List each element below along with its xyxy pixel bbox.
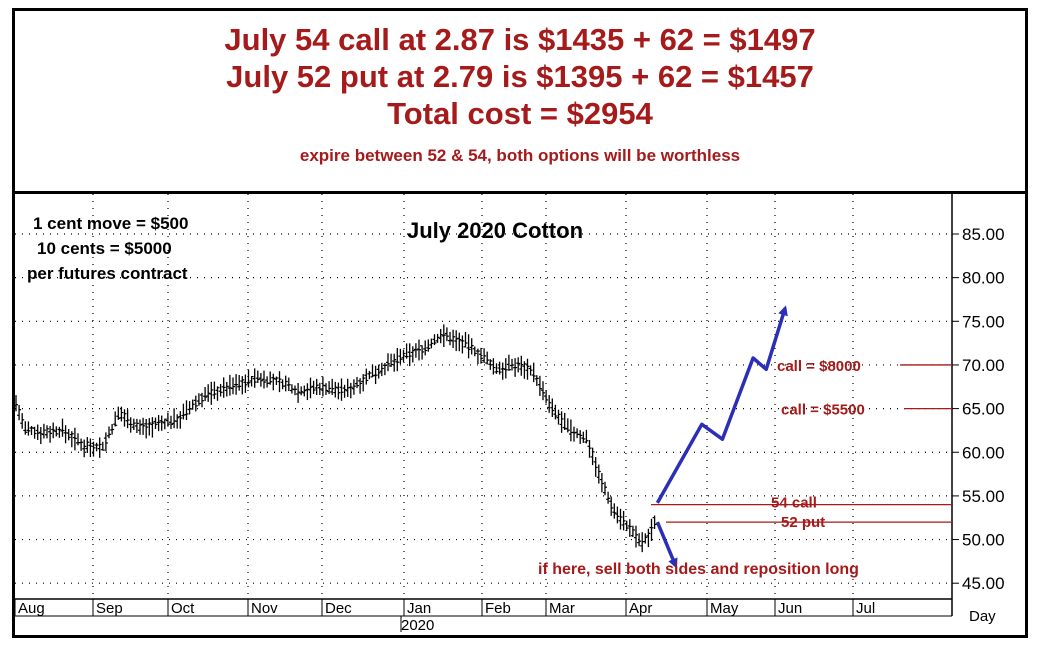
x-tick-label: Aug <box>18 600 45 617</box>
info-line-3: per futures contract <box>27 264 188 283</box>
x-tick-label: Jan <box>407 600 431 617</box>
period-label: Day <box>969 608 996 625</box>
sell-note: if here, sell both sides and reposition … <box>538 561 859 578</box>
chart-title: July 2020 Cotton <box>407 218 583 243</box>
up-arrow <box>655 305 788 504</box>
info-line-1: 1 cent move = $500 <box>33 214 188 233</box>
total-cost-line: Total cost = $2954 <box>387 96 653 131</box>
down-arrow <box>655 521 678 569</box>
x-tick-label: May <box>710 600 739 617</box>
y-tick-label: 85.00 <box>962 225 1005 244</box>
x-tick-label: Mar <box>549 600 575 617</box>
chart-frame: July 54 call at 2.87 is $1435 + 62 = $14… <box>12 8 1028 638</box>
x-tick-label: Sep <box>96 600 123 617</box>
level-label: 52 put <box>781 514 825 531</box>
y-tick-label: 80.00 <box>962 269 1005 288</box>
info-line-2: 10 cents = $5000 <box>37 239 172 258</box>
level-label: call = $5500 <box>781 402 865 419</box>
cost-header: July 54 call at 2.87 is $1435 + 62 = $14… <box>15 11 1025 194</box>
y-tick-label: 60.00 <box>962 443 1005 462</box>
level-label: 54 call <box>771 495 817 512</box>
year-label: 2020 <box>401 617 434 634</box>
x-tick-label: Jun <box>778 600 802 617</box>
y-tick-label: 45.00 <box>962 574 1005 593</box>
x-tick-label: Oct <box>171 600 195 617</box>
x-tick-label: Nov <box>251 600 278 617</box>
level-label: call = $8000 <box>777 358 861 375</box>
call-cost-line: July 54 call at 2.87 is $1435 + 62 = $14… <box>224 22 816 57</box>
y-tick-label: 50.00 <box>962 531 1005 550</box>
y-tick-label: 65.00 <box>962 400 1005 419</box>
price-chart: 85.00 80.00 75.00 70.00 65.00 60.00 55.00 50.00… <box>15 194 1005 634</box>
x-tick-label: Jul <box>856 600 875 617</box>
y-tick-label: 55.00 <box>962 487 1005 506</box>
x-tick-label: Apr <box>629 600 652 617</box>
x-tick-label: Dec <box>325 600 352 617</box>
y-tick-label: 75.00 <box>962 312 1005 331</box>
put-cost-line: July 52 put at 2.79 is $1395 + 62 = $145… <box>226 59 814 94</box>
expire-note: expire between 52 & 54, both options wil… <box>299 146 741 165</box>
y-tick-label: 70.00 <box>962 356 1005 375</box>
x-tick-label: Feb <box>485 600 511 617</box>
